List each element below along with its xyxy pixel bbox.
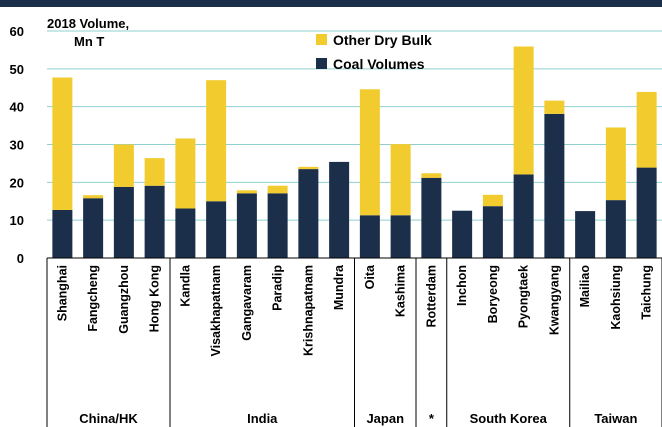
bar-coal-volumes (636, 167, 657, 258)
bar-other-dry-bulk (482, 194, 503, 207)
y-tick-label: 30 (10, 138, 24, 153)
bar-coal-volumes (206, 201, 227, 258)
bar-coal-volumes (359, 215, 380, 258)
bar-other-dry-bulk (206, 80, 227, 202)
category-label: Mailiao (578, 265, 592, 308)
y-axis: 0 10 20 30 40 50 60 (10, 24, 24, 266)
bar-coal-volumes (298, 169, 319, 258)
category-label: Kandla (178, 264, 192, 307)
bar-coal-volumes (52, 209, 73, 258)
bar-coal-volumes (513, 174, 534, 258)
y-tick-label: 40 (10, 100, 24, 115)
bar-other-dry-bulk (298, 166, 319, 170)
bar-other-dry-bulk (52, 77, 73, 210)
group-label: South Korea (470, 411, 548, 426)
bar-other-dry-bulk (175, 138, 196, 209)
bar-coal-volumes (83, 198, 104, 258)
bars (52, 46, 657, 258)
category-label: Fangcheng (86, 265, 100, 332)
category-label: Rotterdam (424, 265, 438, 328)
bar-other-dry-bulk (113, 144, 134, 187)
unit-label-line1: 2018 Volume, (47, 16, 129, 31)
legend: Other Dry Bulk Coal Volumes (316, 32, 432, 72)
bar-other-dry-bulk (359, 89, 380, 216)
category-label: Krishnapatnam (301, 265, 315, 356)
category-label: Visakhapatnam (209, 265, 223, 356)
category-label: Oita (363, 264, 377, 289)
bar-coal-volumes (544, 113, 565, 258)
bar-coal-volumes (421, 177, 442, 258)
group-label: Japan (366, 411, 404, 426)
bar-coal-volumes (175, 208, 196, 258)
y-tick-label: 60 (10, 24, 24, 39)
group-label: * (429, 411, 435, 426)
bar-coal-volumes (329, 161, 350, 258)
category-label: Hong Kong (148, 265, 162, 332)
category-label: Guangzhou (117, 265, 131, 334)
category-label: Taichung (640, 265, 654, 320)
bar-other-dry-bulk (144, 158, 165, 186)
category-label: Kashima (394, 264, 408, 317)
category-label: Boryeong (486, 265, 500, 323)
unit-label-line2: Mn T (74, 34, 104, 49)
x-axis: Shanghai Fangcheng Guangzhou Hong Kong Kandl… (46, 257, 662, 427)
bar-other-dry-bulk (83, 195, 104, 199)
category-label: Mundra (332, 264, 346, 310)
category-label: Gangavaram (240, 265, 254, 341)
unit-label: 2018 Volume, Mn T (47, 16, 129, 49)
bar-coal-volumes (144, 185, 165, 258)
bar-coal-volumes (267, 193, 288, 258)
category-label: Kaohsiung (609, 265, 623, 330)
category-label: Kwangyang (547, 265, 561, 335)
y-tick-label: 20 (10, 175, 24, 190)
category-label: Shanghai (55, 265, 69, 321)
bar-coal-volumes (236, 193, 257, 258)
category-label: Paradip (271, 265, 285, 311)
bar-other-dry-bulk (267, 185, 288, 194)
bar-coal-volumes (575, 211, 596, 258)
bar-other-dry-bulk (421, 173, 442, 178)
bar-other-dry-bulk (236, 190, 257, 194)
bar-other-dry-bulk (390, 144, 411, 216)
bar-other-dry-bulk (605, 127, 626, 201)
legend-swatch-coal-volumes (316, 58, 327, 69)
group-label: India (247, 411, 278, 426)
bar-coal-volumes (452, 210, 473, 258)
bar-other-dry-bulk (513, 46, 534, 175)
bar-coal-volumes (482, 206, 503, 258)
group-label: China/HK (79, 411, 138, 426)
bar-other-dry-bulk (544, 100, 565, 114)
y-tick-label: 10 (10, 213, 24, 228)
bar-coal-volumes (113, 186, 134, 258)
bar-coal-volumes (605, 200, 626, 258)
bar-coal-volumes (390, 215, 411, 258)
legend-label-coal-volumes: Coal Volumes (333, 56, 425, 72)
group-label: Taiwan (594, 411, 637, 426)
legend-label-other-dry-bulk: Other Dry Bulk (333, 32, 432, 48)
top-band (0, 0, 662, 7)
legend-swatch-other-dry-bulk (316, 34, 327, 45)
category-label: Inchon (455, 265, 469, 306)
category-label: Pyongtaek (517, 265, 531, 328)
y-tick-label: 0 (17, 251, 24, 266)
bar-other-dry-bulk (636, 91, 657, 168)
y-tick-label: 50 (10, 62, 24, 77)
